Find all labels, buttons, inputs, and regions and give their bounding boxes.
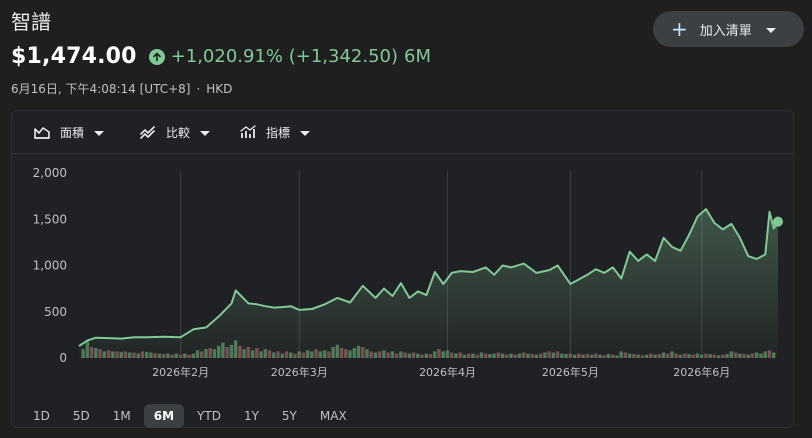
add-to-watchlist-button[interactable]: + 加入清單 bbox=[653, 11, 804, 47]
range-max-button[interactable]: MAX bbox=[319, 409, 347, 423]
compare-label: 比較 bbox=[166, 125, 191, 140]
y-tick-label: 1,000 bbox=[33, 259, 67, 273]
x-tick-label: 2026年3月 bbox=[271, 365, 328, 379]
indicators-icon bbox=[240, 125, 256, 139]
quote-meta: 6月16日, 下午4:08:14 [UTC+8] · HKD bbox=[11, 80, 232, 97]
range-1y-button[interactable]: 1Y bbox=[243, 409, 259, 423]
price-change: +1,020.91% (+1,342.50) 6M bbox=[148, 46, 432, 67]
x-tick-label: 2026年4月 bbox=[419, 365, 476, 379]
range-5y-button[interactable]: 5Y bbox=[281, 409, 297, 423]
quote-timestamp: 6月16日, 下午4:08:14 [UTC+8] bbox=[11, 82, 191, 96]
x-tick-label: 2026年6月 bbox=[673, 365, 730, 379]
range-6m-button[interactable]: 6M bbox=[143, 404, 185, 428]
compare-icon bbox=[140, 125, 156, 139]
range-1m-button[interactable]: 1M bbox=[112, 409, 131, 423]
range-1d-button[interactable]: 1D bbox=[33, 409, 50, 423]
compare-dropdown[interactable]: 比較 bbox=[140, 124, 211, 141]
indicators-dropdown[interactable]: 指標 bbox=[240, 124, 311, 141]
chart-card: 面積 比較 指標 2,000 1,500 1,000 500 0 2026年2月 2026年… bbox=[11, 110, 794, 428]
arrow-up-icon bbox=[148, 48, 165, 65]
chart-toolbar: 面積 比較 指標 bbox=[12, 111, 793, 154]
chevron-down-icon[interactable] bbox=[765, 22, 776, 37]
meta-separator: · bbox=[196, 82, 201, 96]
price-line bbox=[78, 208, 779, 347]
y-tick-label: 500 bbox=[44, 305, 67, 319]
stock-name: 智譜 bbox=[11, 10, 51, 34]
chart-type-label: 面積 bbox=[60, 125, 85, 140]
price-chart[interactable]: 2,000 1,500 1,000 500 0 2026年2月 2026年3月 2026年4月… bbox=[12, 153, 793, 388]
range-ytd-button[interactable]: YTD bbox=[197, 409, 221, 423]
chart-type-dropdown[interactable]: 面積 bbox=[34, 124, 105, 141]
range-selector: 1D 5D 1M 6M YTD 1Y 5Y MAX bbox=[23, 404, 360, 428]
chevron-down-icon bbox=[200, 125, 211, 139]
change-period: 6M bbox=[404, 46, 432, 67]
current-price: $1,474.00 bbox=[11, 44, 137, 69]
x-tick-label: 2026年2月 bbox=[152, 365, 209, 379]
y-tick-label: 1,500 bbox=[33, 212, 67, 226]
indicators-label: 指標 bbox=[266, 125, 291, 140]
change-value: +1,020.91% (+1,342.50) bbox=[170, 46, 399, 67]
plus-icon: + bbox=[671, 17, 688, 41]
chevron-down-icon bbox=[94, 125, 105, 139]
range-5d-button[interactable]: 5D bbox=[72, 409, 90, 423]
add-to-watchlist-label: 加入清單 bbox=[699, 23, 752, 39]
last-price-marker bbox=[773, 216, 783, 227]
quote-currency: HKD bbox=[206, 82, 233, 96]
price-area bbox=[79, 209, 778, 358]
area-chart-icon bbox=[34, 125, 50, 139]
y-tick-label: 0 bbox=[59, 351, 67, 365]
price-row: $1,474.00 +1,020.91% (+1,342.50) 6M bbox=[11, 44, 431, 69]
x-tick-label: 2026年5月 bbox=[542, 365, 599, 379]
y-tick-label: 2,000 bbox=[33, 166, 67, 180]
chevron-down-icon bbox=[300, 125, 311, 139]
